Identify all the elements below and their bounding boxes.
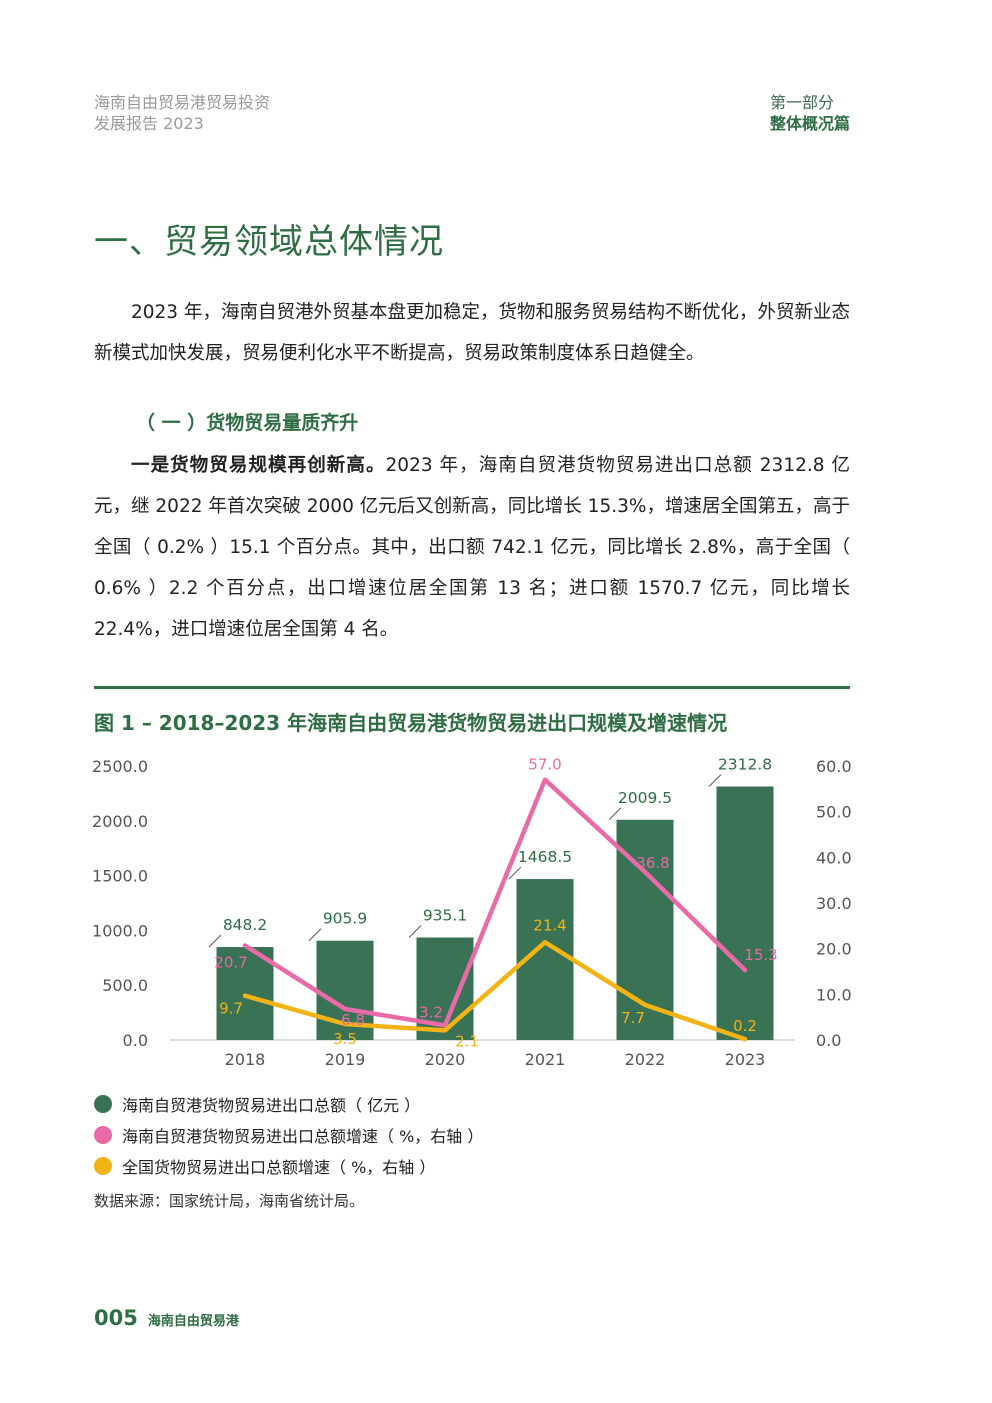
right-axis-tick-label: 40.0: [816, 848, 852, 867]
legend-swatch-national-growth: [94, 1156, 112, 1175]
national-growth-label: 2.1: [455, 1032, 479, 1050]
bar-value-label: 2312.8: [718, 756, 772, 774]
legend-label-hainan-growth: 海南自贸港货物贸易进出口总额增速（ %，右轴 ）: [122, 1126, 484, 1146]
chart-legend: 海南自贸港货物贸易进出口总额（ 亿元 ） 海南自贸港货物贸易进出口总额增速（ %…: [94, 1088, 483, 1181]
intro-paragraph: 2023 年，海南自贸港外贸基本盘更加稳定，货物和服务贸易结构不断优化，外贸新业…: [94, 302, 850, 364]
hainan-growth-line: [242, 777, 748, 1028]
trade-chart: 0.0 500.0 1000.0 1500.0 2000.0 2500.0 0.0 10.0 2…: [92, 756, 852, 1069]
legend-item-hainan-growth: 海南自贸港货物贸易进出口总额增速（ %，右轴 ）: [94, 1119, 483, 1150]
legend-label-national-growth: 全国货物贸易进出口总额增速（ %，右轴 ）: [122, 1157, 436, 1177]
x-axis-tick-label: 2023: [725, 1050, 766, 1069]
legend-swatch-hainan-growth: [94, 1125, 112, 1144]
part-label: 第一部分: [769, 93, 834, 112]
legend-swatch-total: [94, 1094, 112, 1113]
section-title: 一、贸易领域总体情况: [94, 222, 444, 262]
bar-label-leader: [608, 807, 622, 821]
report-title: 海南自由贸易港贸易投资 发展报告 2023: [94, 92, 270, 134]
figure-divider: [94, 686, 850, 689]
subsection-title: （ 一 ）货物贸易量质齐升: [136, 412, 359, 434]
bar-value-label: 1468.5: [518, 848, 572, 866]
bar-value-label: 2009.5: [618, 789, 672, 807]
legend-item-national-growth: 全国货物贸易进出口总额增速（ %，右轴 ）: [94, 1150, 483, 1181]
bar-label-leader: [508, 866, 522, 880]
bar-value-label: 905.9: [323, 910, 367, 928]
hainan-growth-label: 20.7: [214, 953, 247, 971]
national-growth-label: 9.7: [219, 1000, 243, 1018]
x-axis-tick-label: 2019: [325, 1050, 366, 1069]
figure-title: 图 1 – 2018–2023 年海南自由贸易港货物贸易进出口规模及增速情况: [94, 711, 728, 735]
national-growth-label: 3.5: [333, 1030, 357, 1048]
left-axis-tick-label: 1000.0: [92, 921, 148, 940]
national-growth-label: 7.7: [621, 1009, 645, 1027]
x-axis-tick-label: 2020: [425, 1050, 466, 1069]
national-growth-line: [242, 940, 748, 1042]
body-lead: 一是货物贸易规模再创新高。: [131, 455, 386, 476]
hainan-growth-label: 15.3: [744, 946, 777, 964]
right-axis-tick-label: 60.0: [816, 757, 852, 776]
x-axis-tick-label: 2022: [625, 1050, 666, 1069]
hainan-growth-label: 3.2: [419, 1003, 443, 1021]
body-text: 2023 年，海南自贸港货物贸易进出口总额 2312.8 亿元，继 2022 年…: [94, 455, 850, 640]
report-title-line1: 海南自由贸易港贸易投资: [94, 93, 271, 112]
bar-label-leader: [408, 925, 422, 938]
right-axis-tick-label: 10.0: [816, 985, 852, 1004]
national-growth-label: 0.2: [733, 1017, 757, 1035]
left-axis-tick-label: 0.0: [123, 1031, 148, 1050]
legend-label-total: 海南自贸港货物贸易进出口总额（ 亿元 ）: [122, 1095, 421, 1115]
x-axis-tick-label: 2018: [225, 1050, 266, 1069]
part-header: 第一部分 整体概况篇: [770, 92, 850, 134]
page-number: 005: [94, 1306, 138, 1330]
hainan-growth-label: 6.8: [341, 1011, 365, 1029]
national-growth-label: 21.4: [533, 916, 566, 934]
publication-name: 海南自由贸易港: [147, 1314, 239, 1329]
left-axis-tick-label: 1500.0: [92, 867, 148, 886]
bar-2023: [716, 786, 774, 1040]
hainan-growth-label: 57.0: [528, 756, 561, 774]
right-axis-tick-label: 20.0: [816, 940, 852, 959]
body-paragraph: 一是货物贸易规模再创新高。2023 年，海南自贸港货物贸易进出口总额 2312.…: [94, 445, 850, 650]
source-note: 数据来源：国家统计局，海南省统计局。: [94, 1192, 365, 1210]
right-axis-tick-label: 30.0: [816, 894, 852, 913]
bar-label-leader: [708, 774, 722, 787]
bar-value-label: 848.2: [223, 916, 267, 934]
right-axis-tick-label: 50.0: [816, 803, 852, 822]
right-axis-tick-label: 0.0: [816, 1031, 841, 1050]
bar-value-label: 935.1: [423, 907, 467, 925]
hainan-growth-label: 36.8: [636, 854, 669, 872]
bar-label-leader: [208, 934, 222, 948]
report-title-line2: 发展报告 2023: [94, 114, 204, 133]
left-axis-tick-label: 2000.0: [92, 812, 148, 831]
x-axis-tick-label: 2021: [525, 1050, 566, 1069]
left-axis-tick-label: 2500.0: [92, 757, 148, 776]
part-name: 整体概况篇: [769, 114, 850, 133]
legend-item-total: 海南自贸港货物贸易进出口总额（ 亿元 ）: [94, 1088, 483, 1119]
footer: 005 海南自由贸易港: [94, 1306, 239, 1330]
left-axis-tick-label: 500.0: [102, 976, 148, 995]
bar-label-leader: [308, 928, 322, 942]
